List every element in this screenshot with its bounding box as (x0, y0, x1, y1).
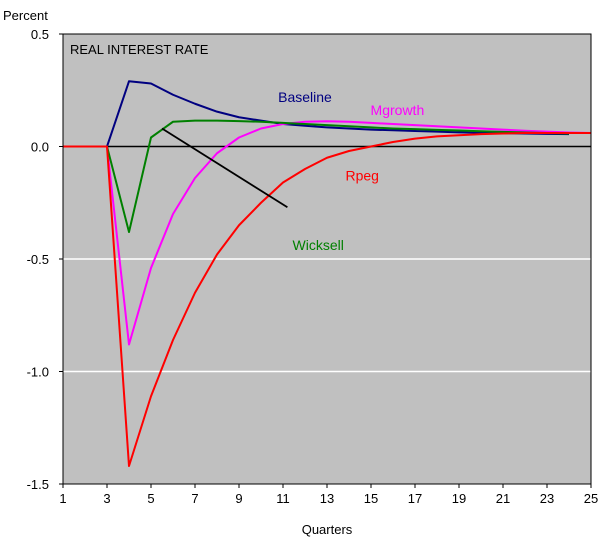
series-line-rpeg (63, 132, 591, 467)
x-tick-label: 3 (103, 491, 110, 506)
x-tick-label: 7 (191, 491, 198, 506)
x-tick-label: 13 (320, 491, 334, 506)
y-tick-label: -0.5 (27, 252, 49, 267)
wicksell-pointer-line (161, 127, 288, 209)
x-tick-label: 15 (364, 491, 378, 506)
series-line-wicksell (63, 119, 570, 233)
series-label-baseline: Baseline (278, 89, 332, 105)
y-axis-ticks: -1.5 -1.0 -0.5 0.0 0.5 (27, 27, 63, 492)
series-lines (63, 80, 592, 467)
chart-title: REAL INTEREST RATE (70, 42, 209, 57)
y-tick-label: 0.0 (31, 140, 49, 155)
series-label-wicksell: Wicksell (293, 237, 344, 253)
x-tick-label: 25 (584, 491, 598, 506)
x-tick-label: 23 (540, 491, 554, 506)
y-tick-label: -1.0 (27, 365, 49, 380)
y-tick-label: -1.5 (27, 477, 49, 492)
annotation-pointer (161, 127, 288, 209)
grid-lines (63, 258, 591, 373)
x-tick-label: 19 (452, 491, 466, 506)
y-axis-label: Percent (3, 8, 48, 23)
x-tick-label: 9 (235, 491, 242, 506)
series-line-mgrowth (63, 120, 592, 346)
series-label-mgrowth: Mgrowth (371, 102, 425, 118)
x-axis-ticks: 1 3 5 7 9 11 13 15 17 19 21 23 25 (59, 484, 598, 506)
x-axis-label: Quarters (302, 522, 353, 537)
series-label-rpeg: Rpeg (345, 167, 378, 183)
y-tick-label: 0.5 (31, 27, 49, 42)
x-tick-label: 1 (59, 491, 66, 506)
x-tick-label: 17 (408, 491, 422, 506)
x-tick-label: 5 (147, 491, 154, 506)
x-tick-label: 21 (496, 491, 510, 506)
series-line-baseline (63, 80, 570, 148)
x-tick-label: 11 (276, 491, 290, 506)
series-labels: Baseline Mgrowth Rpeg Wicksell (278, 89, 424, 253)
